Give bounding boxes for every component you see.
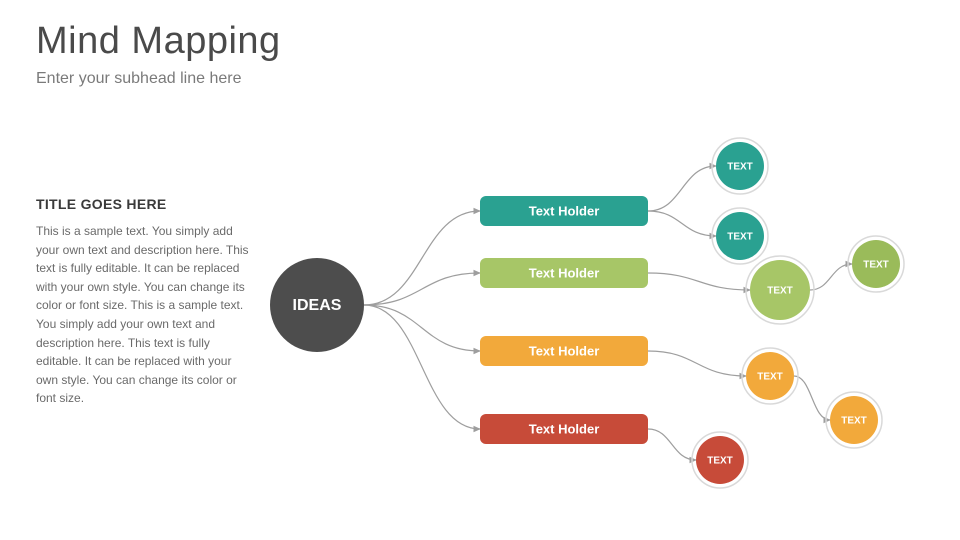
leaf-1-0-label: TEXT (767, 286, 793, 297)
leaf-1-0-sub-label: TEXT (863, 260, 889, 271)
branch-label-0: Text Holder (529, 203, 600, 218)
branch-label-2: Text Holder (529, 343, 600, 358)
connector (648, 166, 716, 211)
leaf-0-1-label: TEXT (727, 232, 753, 243)
connector (794, 376, 830, 420)
leaf-2-0-label: TEXT (757, 372, 783, 383)
branch-label-3: Text Holder (529, 421, 600, 436)
connector (364, 273, 480, 305)
branch-label-1: Text Holder (529, 265, 600, 280)
leaf-2-0-sub-label: TEXT (841, 416, 867, 427)
root-label: IDEAS (293, 297, 342, 314)
leaf-3-0-label: TEXT (707, 456, 733, 467)
connector (364, 305, 480, 351)
connector (648, 211, 716, 236)
leaf-0-0-label: TEXT (727, 162, 753, 173)
connector (648, 429, 696, 460)
connector (364, 211, 480, 305)
mindmap-diagram: IDEAS Text Holder Text Holder Text Holder Te… (0, 0, 960, 540)
connector (648, 351, 746, 376)
connector (810, 264, 852, 290)
connector (364, 305, 480, 429)
connector (648, 273, 750, 290)
